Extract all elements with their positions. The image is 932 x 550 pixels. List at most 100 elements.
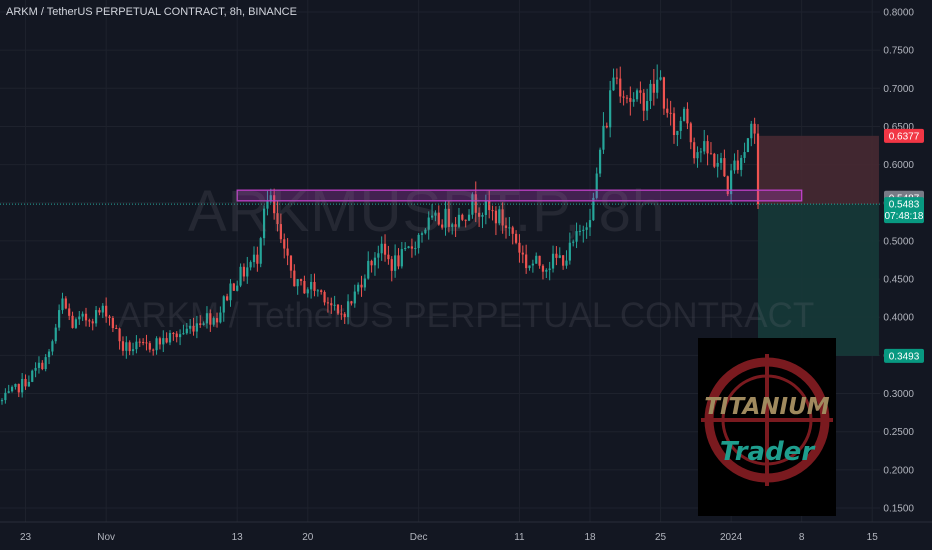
time-tick-label: 11 <box>514 532 525 543</box>
time-tick-label: 2024 <box>720 532 743 543</box>
candle-body <box>575 231 578 242</box>
candle-body <box>504 225 508 228</box>
chart-title: ARKM / TetherUS PERPETUAL CONTRACT, 8h, … <box>6 6 297 18</box>
candle-body <box>58 310 61 328</box>
candle-body <box>541 265 545 272</box>
candle-body <box>189 325 192 329</box>
price-tick-label: 0.4500 <box>883 275 914 286</box>
support-resistance-zone <box>236 189 803 202</box>
candle-body <box>68 308 71 316</box>
candle-body <box>545 269 548 272</box>
candle-body <box>155 338 158 351</box>
candle-body <box>588 220 592 228</box>
candle-body <box>568 242 571 261</box>
candle-body <box>242 266 246 277</box>
candle-body <box>246 267 249 277</box>
candle-body <box>61 298 64 311</box>
candle-body <box>152 349 155 351</box>
candle-body <box>383 243 387 255</box>
time-tick-label: Dec <box>410 532 428 543</box>
candle-body <box>629 97 632 102</box>
candle-body <box>484 200 487 215</box>
candle-body <box>612 77 615 91</box>
candle-body <box>518 242 521 253</box>
candle-body <box>709 153 713 155</box>
candle-body <box>531 263 534 266</box>
candle-body <box>303 280 306 294</box>
candle-body <box>360 284 363 288</box>
candle-body <box>44 357 47 370</box>
candle-body <box>457 214 461 227</box>
candle-body <box>138 341 141 343</box>
candle-body <box>279 224 282 240</box>
candle-body <box>115 328 118 330</box>
candle-body <box>209 313 212 325</box>
candle-body <box>145 342 148 344</box>
candle-body <box>420 233 424 235</box>
candle-body <box>182 333 185 335</box>
candle-body <box>565 260 568 266</box>
titanium-trader-logo: TITANIUM Trader <box>698 338 836 516</box>
candle-body <box>118 328 121 342</box>
candle-body <box>706 141 709 154</box>
candle-body <box>736 160 739 170</box>
price-tick-label: 0.8000 <box>883 8 914 19</box>
candle-body <box>756 133 760 205</box>
candle-body <box>491 210 494 212</box>
candle-body <box>390 259 393 271</box>
candle-body <box>326 302 330 304</box>
candle-body <box>646 100 649 111</box>
candle-body <box>558 255 561 258</box>
candle-body <box>78 316 81 320</box>
candle-body <box>256 254 259 264</box>
candle-body <box>108 316 111 319</box>
candle-body <box>195 323 198 332</box>
candle-body <box>205 313 209 324</box>
candle-body <box>649 83 652 101</box>
price-tick-label: 0.6500 <box>883 122 914 133</box>
price-badge <box>884 197 924 224</box>
candle-body <box>743 152 746 158</box>
candle-body <box>689 123 692 143</box>
candle-body <box>427 217 430 230</box>
candle-body <box>535 255 538 264</box>
candle-body <box>501 209 504 226</box>
stop-loss-zone <box>758 135 879 205</box>
candle-body <box>682 108 686 121</box>
candle-body <box>215 318 219 323</box>
candle-body <box>528 265 531 269</box>
candle-body <box>696 152 699 159</box>
candle-body <box>578 230 582 232</box>
candle-body <box>178 334 182 338</box>
candle-body <box>397 255 400 267</box>
candle-body <box>474 194 477 213</box>
candle-body <box>478 212 481 217</box>
candle-body <box>703 141 706 152</box>
candle-body <box>239 266 242 286</box>
candle-body <box>454 224 457 227</box>
candle-body <box>622 96 625 98</box>
candle-body <box>266 201 269 209</box>
candle-body <box>659 77 662 80</box>
candle-body <box>175 333 178 338</box>
candle-body <box>609 90 612 128</box>
candle-body <box>723 158 726 177</box>
candle-body <box>635 90 639 100</box>
price-axis[interactable]: 0.15000.20000.25000.30000.35000.40000.45… <box>880 0 932 550</box>
candle-body <box>394 255 397 271</box>
candle-body <box>740 157 743 170</box>
candle-body <box>299 279 303 281</box>
candle-body <box>289 255 293 271</box>
candle-body <box>733 160 736 171</box>
candle-body <box>598 149 602 174</box>
candle-body <box>232 283 235 291</box>
candle-body <box>94 310 98 324</box>
candle-body <box>693 142 696 159</box>
candle-body <box>27 381 30 387</box>
candle-body <box>333 304 336 306</box>
time-axis[interactable]: 23Nov1320Dec111825202481522 <box>0 521 932 550</box>
candle-body <box>88 320 91 322</box>
candle-body <box>320 290 323 292</box>
candle-body <box>605 125 608 128</box>
